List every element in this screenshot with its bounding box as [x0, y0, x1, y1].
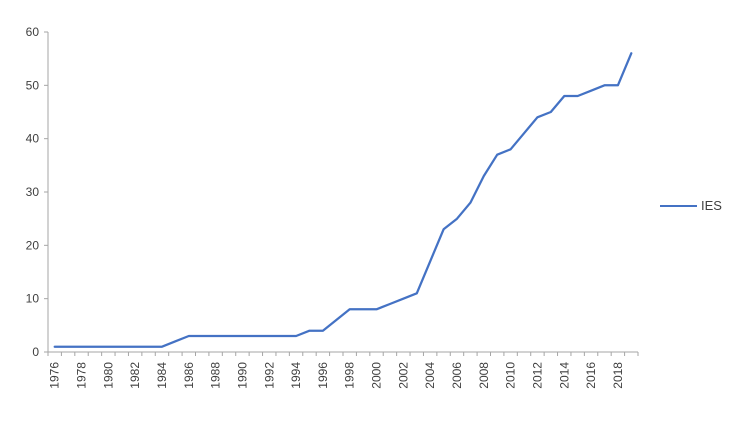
x-axis-tick-label: 2014 — [557, 362, 571, 389]
x-axis-tick-label: 1986 — [182, 362, 196, 389]
x-axis-tick-label: 1988 — [209, 362, 223, 389]
x-axis-tick-label: 1978 — [75, 362, 89, 389]
y-axis-tick-label: 50 — [26, 78, 40, 92]
x-axis-tick-label: 2012 — [530, 362, 544, 389]
series-line-ies — [53, 52, 633, 348]
x-axis-tick-label: 1982 — [128, 362, 142, 389]
y-axis-tick-label: 0 — [32, 345, 39, 359]
x-axis-tick-label: 2000 — [370, 362, 384, 389]
x-axis-tick-label: 1976 — [48, 362, 62, 389]
x-axis-tick-label: 1980 — [101, 362, 115, 389]
x-axis-tick-label: 1998 — [343, 362, 357, 389]
x-axis-tick-label: 2002 — [396, 362, 410, 389]
x-axis-tick-label: 1990 — [235, 362, 249, 389]
x-axis-tick-label: 1996 — [316, 362, 330, 389]
x-axis-tick-label: 1984 — [155, 362, 169, 389]
y-axis-tick-label: 30 — [26, 185, 40, 199]
y-axis-tick-label: 10 — [26, 292, 40, 306]
x-axis-tick-label: 2006 — [450, 362, 464, 389]
x-axis-tick-label: 2016 — [584, 362, 598, 389]
x-axis-tick-label: 1994 — [289, 362, 303, 389]
x-axis-tick-label: 2018 — [611, 362, 625, 389]
chart-legend: IES — [660, 199, 722, 212]
legend-line-icon — [660, 204, 697, 207]
y-axis-tick-label: 40 — [26, 132, 40, 146]
x-axis-tick-label: 2004 — [423, 362, 437, 389]
y-axis-tick-label: 20 — [26, 238, 40, 252]
legend-label: IES — [701, 198, 722, 213]
x-axis-tick-label: 2010 — [504, 362, 518, 389]
y-axis-tick-label: 60 — [26, 25, 40, 39]
x-axis-tick-label: 2008 — [477, 362, 491, 389]
x-axis-tick-label: 1992 — [262, 362, 276, 389]
